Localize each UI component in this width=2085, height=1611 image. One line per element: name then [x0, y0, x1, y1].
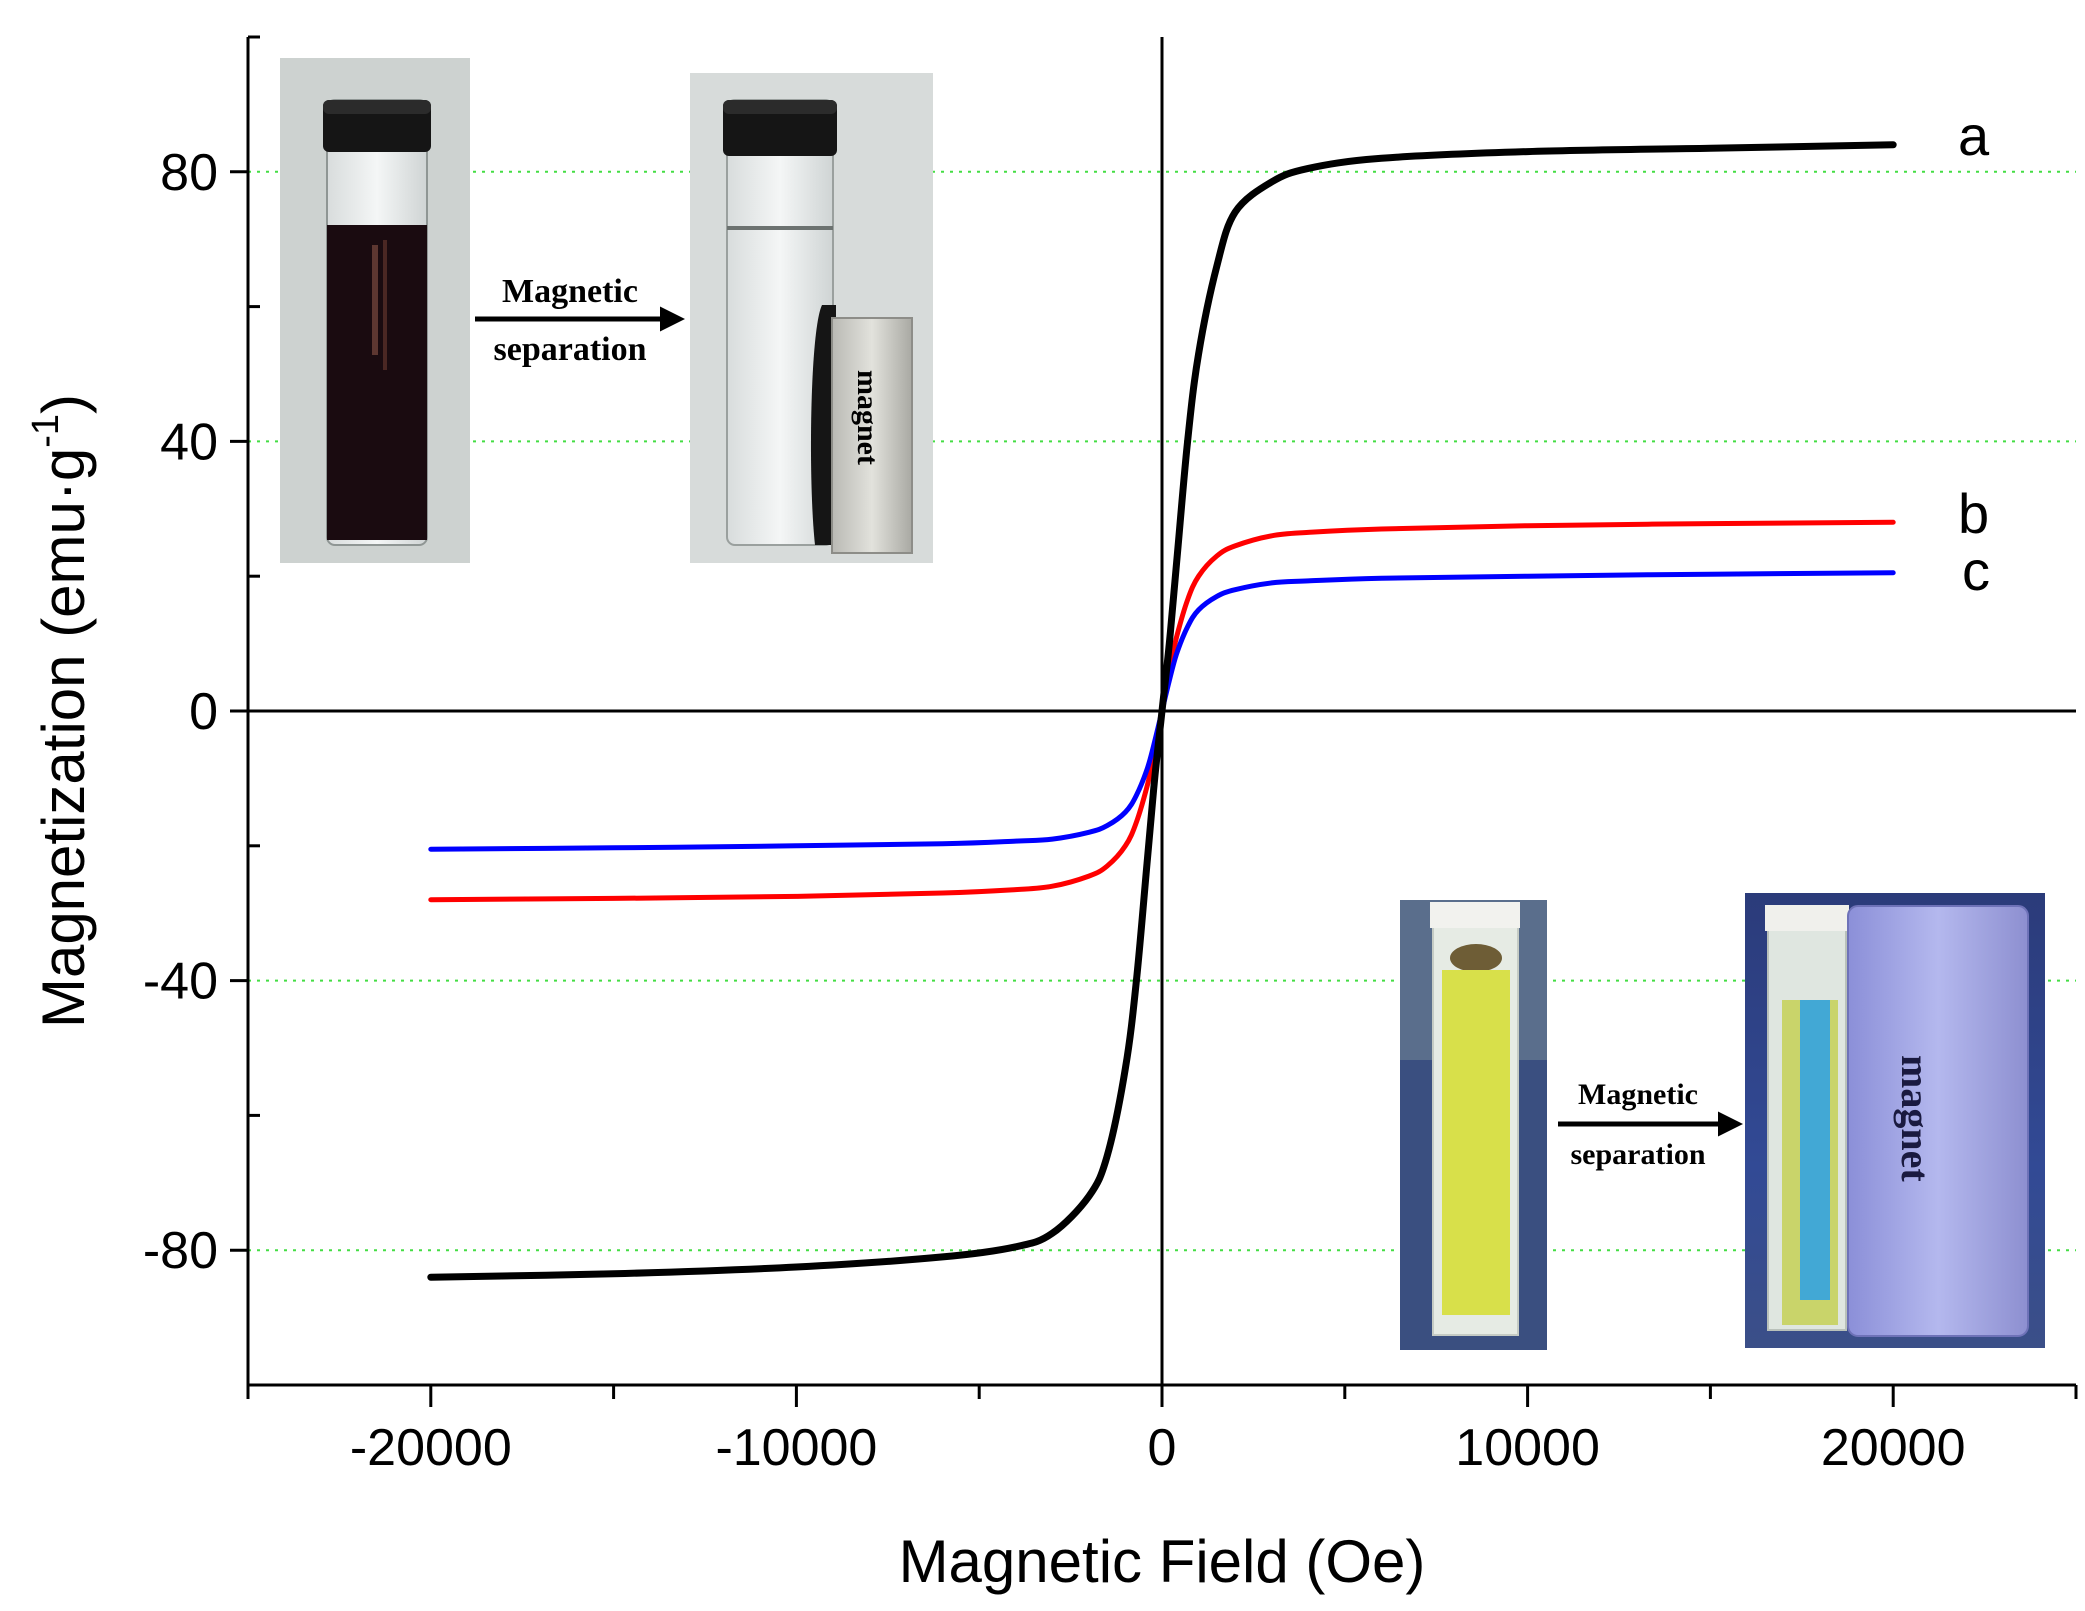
bottom-arrow-label-line2: separation — [1571, 1138, 1706, 1171]
x-tick-label-0: 0 — [1148, 1419, 1177, 1477]
dark-vial-photo — [280, 58, 470, 563]
top-arrow-label-line2: separation — [494, 331, 647, 368]
series-label-a: a — [1958, 104, 1990, 167]
tick-labels: -80 -40 0 40 80 -20000 -10000 0 10000 20000 — [143, 144, 1966, 1477]
uv-cuvette-photo: magnet — [1745, 893, 2045, 1348]
bottom-inset: Magnetic separation magnet — [1400, 893, 2045, 1350]
series-label-b: b — [1958, 482, 1989, 545]
bottom-magnet-label: magnet — [1893, 1055, 1938, 1182]
y-axis-title-main: Magnetization (emu·g — [30, 448, 97, 1028]
y-tick-label--40: -40 — [143, 953, 218, 1011]
x-tick-label-20000: 20000 — [1821, 1419, 1966, 1477]
y-axis-title: Magnetization (emu·g-1) — [25, 394, 97, 1028]
top-inset: Magnetic separation magnet — [280, 58, 933, 563]
separated-vial-photo: magnet — [690, 73, 933, 563]
top-arrow-label-line1: Magnetic — [502, 273, 638, 310]
y-axis-title-superscript: -1 — [25, 414, 67, 448]
x-tick-label-10000: 10000 — [1455, 1419, 1600, 1477]
y-tick-label--80: -80 — [143, 1222, 218, 1280]
y-axis-title-suffix: ) — [30, 394, 97, 414]
x-tick-label--10000: -10000 — [715, 1419, 877, 1477]
bottom-arrow-label-line1: Magnetic — [1578, 1078, 1698, 1111]
y-tick-label-0: 0 — [189, 683, 218, 741]
yellow-cuvette-photo — [1400, 900, 1547, 1350]
series-line-a — [427, 141, 1897, 1281]
x-tick-label--20000: -20000 — [350, 1419, 512, 1477]
y-tick-label-80: 80 — [160, 144, 218, 202]
svg-text:Magnetization (emu·g-1): Magnetization (emu·g-1) — [25, 394, 97, 1028]
series-label-c: c — [1962, 539, 1990, 602]
tick-marks — [230, 35, 2078, 1407]
top-magnet-label: magnet — [851, 370, 884, 465]
series-curves — [427, 141, 1897, 1281]
x-axis-title: Magnetic Field (Oe) — [899, 1528, 1426, 1595]
y-tick-label-40: 40 — [160, 413, 218, 471]
